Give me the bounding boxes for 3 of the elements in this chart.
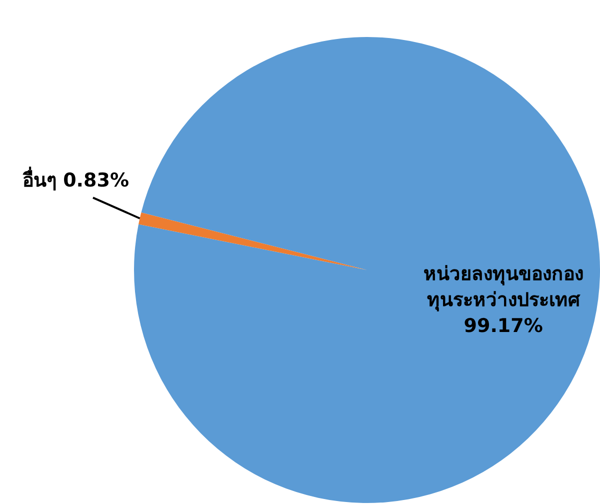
slice-label: อื่นๆ 0.83% — [22, 166, 129, 192]
data-label: 99.17% — [464, 314, 543, 337]
slice-label: หน่วยลงทุนของกองทุนระหว่างประเทศ — [423, 262, 584, 312]
